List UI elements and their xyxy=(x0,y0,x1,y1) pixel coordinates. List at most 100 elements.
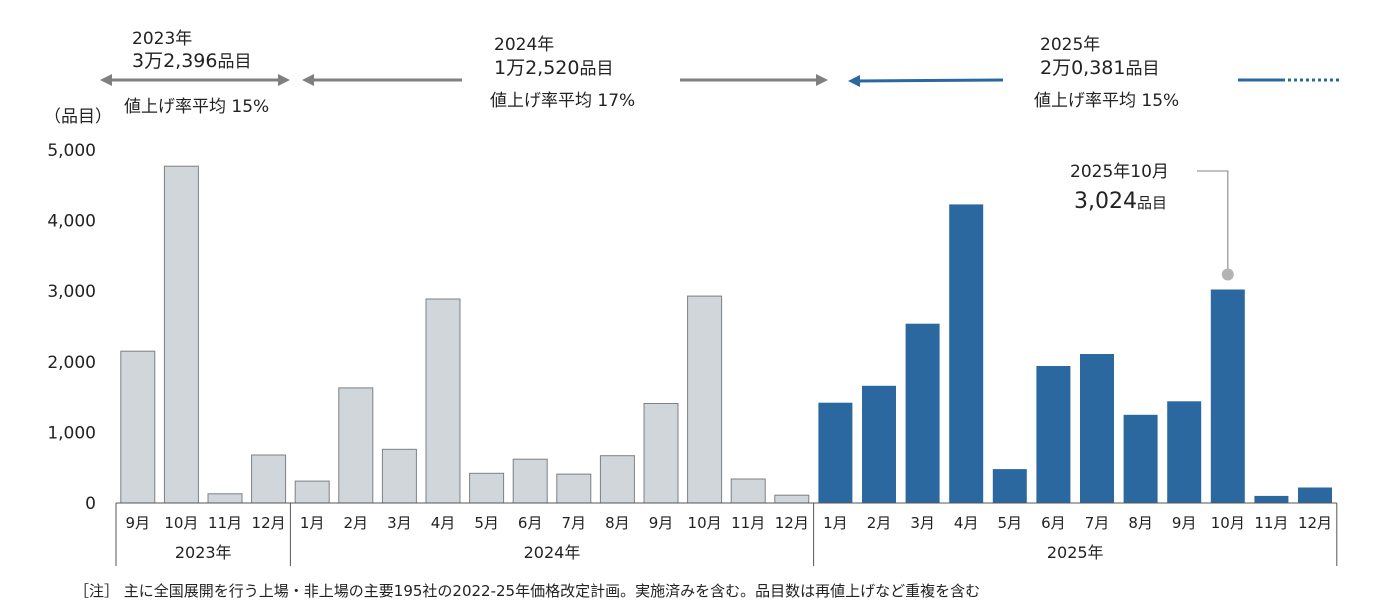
x-tick-label: 11月 xyxy=(208,514,242,532)
y-tick-label: 1,000 xyxy=(47,423,96,443)
arrow-2024-right xyxy=(680,74,828,86)
period-arrows xyxy=(100,74,1340,87)
bar xyxy=(643,403,679,504)
x-tick-label: 7月 xyxy=(562,514,587,532)
bar xyxy=(1298,487,1332,503)
x-tick-label: 9月 xyxy=(649,514,674,532)
x-tick-label: 5月 xyxy=(474,514,499,532)
callout-2025-oct: 2025年10月 3,024品目 xyxy=(1070,162,1234,281)
x-tick-label: 7月 xyxy=(1085,514,1110,532)
callout-title: 2025年10月 xyxy=(1070,162,1169,182)
x-tick-label: 6月 xyxy=(518,514,543,532)
summary-2023-year: 2023年 xyxy=(132,29,192,49)
y-tick-label: 5,000 xyxy=(47,141,96,161)
bar xyxy=(774,494,810,504)
summary-2023-amount: 3万2,396 xyxy=(132,50,217,72)
bar xyxy=(730,478,766,504)
x-tick-label: 12月 xyxy=(1298,514,1332,532)
x-tick-label: 9月 xyxy=(1172,514,1197,532)
x-tick-label: 8月 xyxy=(1128,514,1153,532)
summary-2025-year: 2025年 xyxy=(1040,35,1100,55)
y-tick-label: 4,000 xyxy=(47,212,96,232)
bar xyxy=(207,493,243,504)
x-tick-label: 10月 xyxy=(688,514,722,532)
bar xyxy=(1036,366,1071,503)
bar xyxy=(1167,401,1202,503)
callout-leader-line xyxy=(1197,170,1229,275)
summary-2024: 2024年 1万2,520品目 値上げ率平均 17% xyxy=(490,35,635,111)
bar xyxy=(1254,495,1289,503)
footnote: ［注］ 主に全国展開を行う上場・非上場の主要195社の2022-25年価格改定計… xyxy=(74,582,980,600)
y-tick-label: 2,000 xyxy=(47,353,96,373)
callout-unit: 品目 xyxy=(1137,194,1167,212)
x-tick-label: 3月 xyxy=(910,514,935,532)
x-tick-label: 4月 xyxy=(431,514,456,532)
x-tick-label: 1月 xyxy=(823,514,848,532)
year-group-label: 2025年 xyxy=(1047,543,1104,562)
year-group-label: 2024年 xyxy=(524,543,581,562)
x-tick-label: 5月 xyxy=(998,514,1023,532)
bar xyxy=(687,295,723,504)
x-tick-label: 12月 xyxy=(252,514,286,532)
x-tick-label: 10月 xyxy=(1211,514,1245,532)
summary-2025-amount: 2万0,381 xyxy=(1040,57,1125,79)
x-tick-label: 8月 xyxy=(605,514,630,532)
bar xyxy=(949,204,984,503)
bar xyxy=(469,472,505,504)
bar xyxy=(905,323,940,503)
bar xyxy=(338,387,374,504)
x-tick-label: 4月 xyxy=(954,514,979,532)
summary-2025-rate: 値上げ率平均 15% xyxy=(1034,91,1179,111)
summary-2025-unit: 品目 xyxy=(1125,59,1159,79)
summary-2023-unit: 品目 xyxy=(217,52,251,72)
summary-2025-count: 2万0,381品目 xyxy=(1040,57,1159,79)
callout-value: 3,024 xyxy=(1074,189,1137,214)
summary-2023-count: 3万2,396品目 xyxy=(132,50,251,72)
callout-value-line: 3,024品目 xyxy=(1074,189,1167,214)
callout-marker xyxy=(1221,268,1234,281)
y-axis-label: （品目） xyxy=(44,107,112,127)
x-tick-label: 2月 xyxy=(867,514,892,532)
bars xyxy=(120,165,1332,504)
bar xyxy=(163,165,199,504)
bar xyxy=(992,469,1027,503)
summary-2024-count: 1万2,520品目 xyxy=(494,57,613,79)
x-tick-label: 2月 xyxy=(344,514,369,532)
summary-2025: 2025年 2万0,381品目 値上げ率平均 15% xyxy=(1034,35,1179,111)
x-tick-label: 10月 xyxy=(164,514,198,532)
bar xyxy=(425,298,461,504)
x-tick-label: 11月 xyxy=(1254,514,1288,532)
summary-2023-rate: 値上げ率平均 15% xyxy=(124,97,269,117)
bar xyxy=(862,385,896,503)
summary-2023: 2023年 3万2,396品目 値上げ率平均 15% xyxy=(124,29,269,117)
bar xyxy=(1080,354,1114,503)
summary-2024-unit: 品目 xyxy=(579,59,613,79)
bar xyxy=(1123,414,1158,504)
bar xyxy=(599,455,635,504)
bar xyxy=(512,458,548,504)
y-tick-label: 3,000 xyxy=(47,282,96,302)
summary-2024-year: 2024年 xyxy=(494,35,554,55)
x-tick-label: 3月 xyxy=(387,514,412,532)
y-tick-labels: 0 1,000 2,000 3,000 4,000 5,000 xyxy=(47,141,96,514)
bar xyxy=(381,448,417,504)
x-tick-label: 1月 xyxy=(300,514,325,532)
bar xyxy=(120,350,156,504)
bar xyxy=(294,480,330,504)
x-tick-label: 11月 xyxy=(731,514,765,532)
bar xyxy=(556,473,592,504)
x-tick-label: 6月 xyxy=(1041,514,1066,532)
arrow-2024-left xyxy=(302,74,462,86)
x-tick-label: 12月 xyxy=(775,514,809,532)
x-axis: 9月 10月 11月 12月 1月 2月 3月 4月 5月 6月 7月 8月 9月 10月 11月 12月 1月… xyxy=(115,502,1338,566)
arrow-2025-left xyxy=(848,75,1004,87)
year-group-label: 2023年 xyxy=(175,543,232,562)
bar xyxy=(1210,289,1245,503)
summary-2024-rate: 値上げ率平均 17% xyxy=(490,91,635,111)
x-tick-label: 9月 xyxy=(126,514,151,532)
bar xyxy=(818,402,853,503)
arrow-2023 xyxy=(100,74,290,86)
summary-2024-amount: 1万2,520 xyxy=(494,57,579,79)
y-tick-label: 0 xyxy=(85,494,96,514)
